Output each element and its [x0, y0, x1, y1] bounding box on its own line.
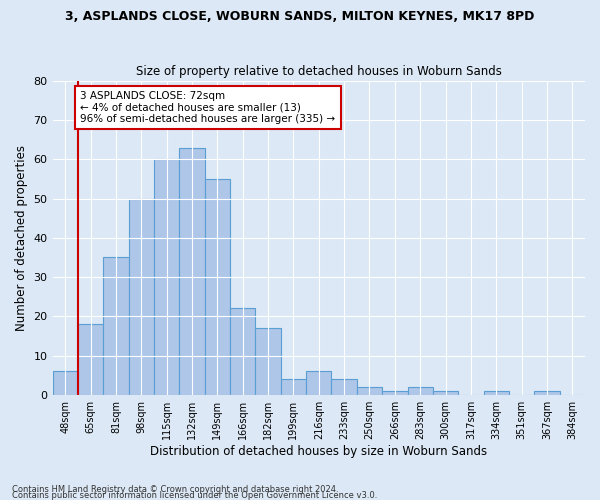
Title: Size of property relative to detached houses in Woburn Sands: Size of property relative to detached ho… [136, 66, 502, 78]
Bar [78, 324, 103, 394]
Bar [154, 160, 179, 394]
Bar [331, 379, 357, 394]
Text: Contains public sector information licensed under the Open Government Licence v3: Contains public sector information licen… [12, 490, 377, 500]
Bar [534, 391, 560, 394]
Text: Contains HM Land Registry data © Crown copyright and database right 2024.: Contains HM Land Registry data © Crown c… [12, 484, 338, 494]
Bar [281, 379, 306, 394]
X-axis label: Distribution of detached houses by size in Woburn Sands: Distribution of detached houses by size … [150, 444, 487, 458]
Bar [484, 391, 509, 394]
Bar [407, 387, 433, 394]
Bar [382, 391, 407, 394]
Bar [433, 391, 458, 394]
Bar [357, 387, 382, 394]
Text: 3, ASPLANDS CLOSE, WOBURN SANDS, MILTON KEYNES, MK17 8PD: 3, ASPLANDS CLOSE, WOBURN SANDS, MILTON … [65, 10, 535, 23]
Bar [256, 328, 281, 394]
Bar [103, 258, 128, 394]
Bar [53, 371, 78, 394]
Bar [128, 198, 154, 394]
Bar [179, 148, 205, 394]
Bar [306, 371, 331, 394]
Bar [205, 179, 230, 394]
Text: 3 ASPLANDS CLOSE: 72sqm
← 4% of detached houses are smaller (13)
96% of semi-det: 3 ASPLANDS CLOSE: 72sqm ← 4% of detached… [80, 91, 335, 124]
Y-axis label: Number of detached properties: Number of detached properties [15, 145, 28, 331]
Bar [230, 308, 256, 394]
